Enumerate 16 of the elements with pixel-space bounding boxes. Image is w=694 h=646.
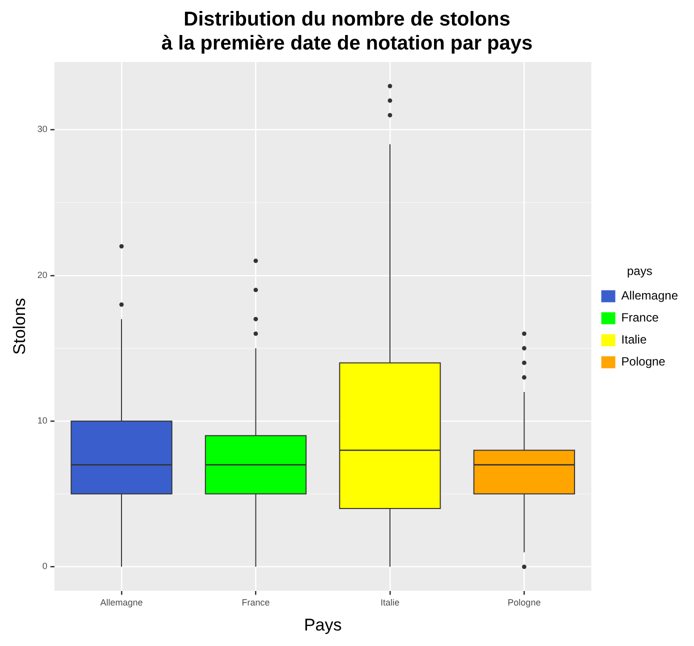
y-tick-label: 30 [37, 124, 48, 134]
x-axis-title: Pays [304, 615, 342, 634]
legend-label: Allemagne [621, 288, 678, 303]
y-tick-label: 10 [37, 416, 48, 426]
y-axis-title: Stolons [10, 298, 29, 355]
x-tick-label: Italie [380, 598, 400, 608]
legend-title: pays [626, 264, 652, 278]
x-tick-label: France [242, 598, 270, 608]
y-tick-label: 0 [42, 561, 48, 572]
chart-title: Distribution du nombre de stolons à la première date de notation par pays [161, 8, 533, 55]
legend-label: Pologne [621, 354, 666, 369]
y-tick-label: 20 [37, 270, 48, 280]
legend-label: France [621, 310, 659, 325]
x-tick-label: Pologne [508, 598, 541, 608]
x-tick-label: Allemagne [100, 598, 143, 608]
legend-label: Italie [621, 332, 647, 347]
